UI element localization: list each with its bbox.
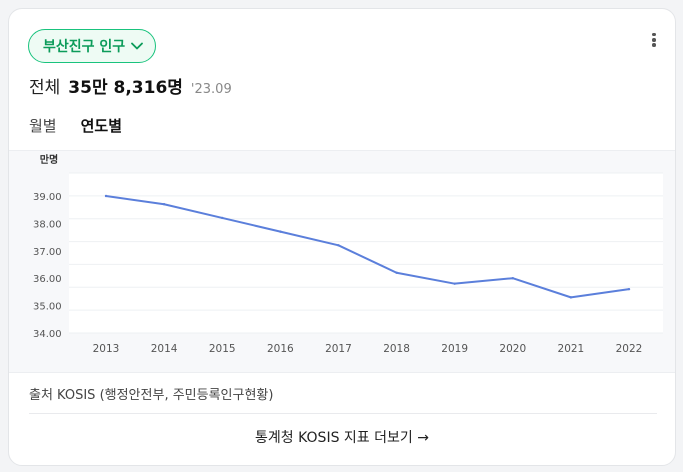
more-options-icon[interactable] bbox=[649, 31, 659, 51]
data-point bbox=[104, 194, 108, 198]
data-point bbox=[279, 230, 282, 233]
data-point bbox=[162, 203, 166, 206]
data-point bbox=[627, 287, 631, 291]
data-point bbox=[221, 216, 224, 220]
y-tick-label: 39.00 bbox=[33, 192, 62, 203]
y-tick-label: 35.00 bbox=[33, 302, 62, 313]
source-text: 출처 KOSIS (행정안전부, 주민등록인구현황) bbox=[29, 388, 274, 403]
data-point bbox=[569, 296, 573, 299]
x-tick-label: 2013 bbox=[93, 343, 120, 355]
x-tick-label: 2019 bbox=[441, 343, 468, 355]
population-line-chart: 만명 34.00 35.00 36.00 37.00 38.00 39.00 2013 2014… bbox=[33, 153, 663, 355]
region-selector[interactable]: 부산진구 인구 bbox=[28, 29, 157, 63]
x-tick-label: 2015 bbox=[209, 343, 236, 355]
period-tabs: 월별 연도별 bbox=[29, 113, 123, 153]
x-tick-label: 2018 bbox=[383, 343, 410, 355]
y-tick-label: 38.00 bbox=[33, 219, 62, 230]
tab-yearly[interactable]: 연도별 bbox=[80, 113, 123, 153]
population-summary: 전체 35만 8,316명 '23.09 bbox=[29, 73, 232, 98]
summary-date: '23.09 bbox=[190, 82, 232, 97]
summary-label: 전체 bbox=[29, 78, 61, 98]
region-label: 부산진구 인구 bbox=[43, 39, 126, 55]
chart-area: 만명 34.00 35.00 36.00 37.00 38.00 39.00 2013 2014… bbox=[9, 150, 675, 373]
kosis-more-link[interactable]: 통계청 KOSIS 지표 더보기 → bbox=[255, 430, 429, 446]
data-point bbox=[337, 244, 340, 247]
y-tick-label: 36.00 bbox=[33, 274, 62, 285]
data-point bbox=[395, 271, 398, 274]
x-tick-label: 2021 bbox=[558, 343, 585, 355]
population-card: 부산진구 인구 전체 35만 8,316명 '23.09 월별 연도별 만명 34… bbox=[8, 8, 676, 466]
data-point bbox=[453, 282, 456, 285]
data-point bbox=[511, 277, 514, 280]
x-tick-label: 2020 bbox=[499, 343, 526, 355]
y-tick-label: 34.00 bbox=[33, 329, 62, 340]
x-tick-label: 2017 bbox=[325, 343, 352, 355]
tab-monthly[interactable]: 월별 bbox=[29, 117, 57, 135]
x-tick-label: 2016 bbox=[267, 343, 294, 355]
x-tick-label: 2022 bbox=[616, 343, 643, 355]
y-tick-label: 37.00 bbox=[33, 247, 62, 258]
divider bbox=[29, 413, 657, 414]
x-tick-label: 2014 bbox=[151, 343, 178, 355]
plot-background bbox=[69, 173, 663, 333]
y-axis-unit-label: 만명 bbox=[40, 153, 58, 166]
chevron-down-icon bbox=[131, 42, 144, 50]
summary-value: 35만 8,316명 bbox=[68, 78, 183, 98]
series-line bbox=[105, 195, 630, 299]
